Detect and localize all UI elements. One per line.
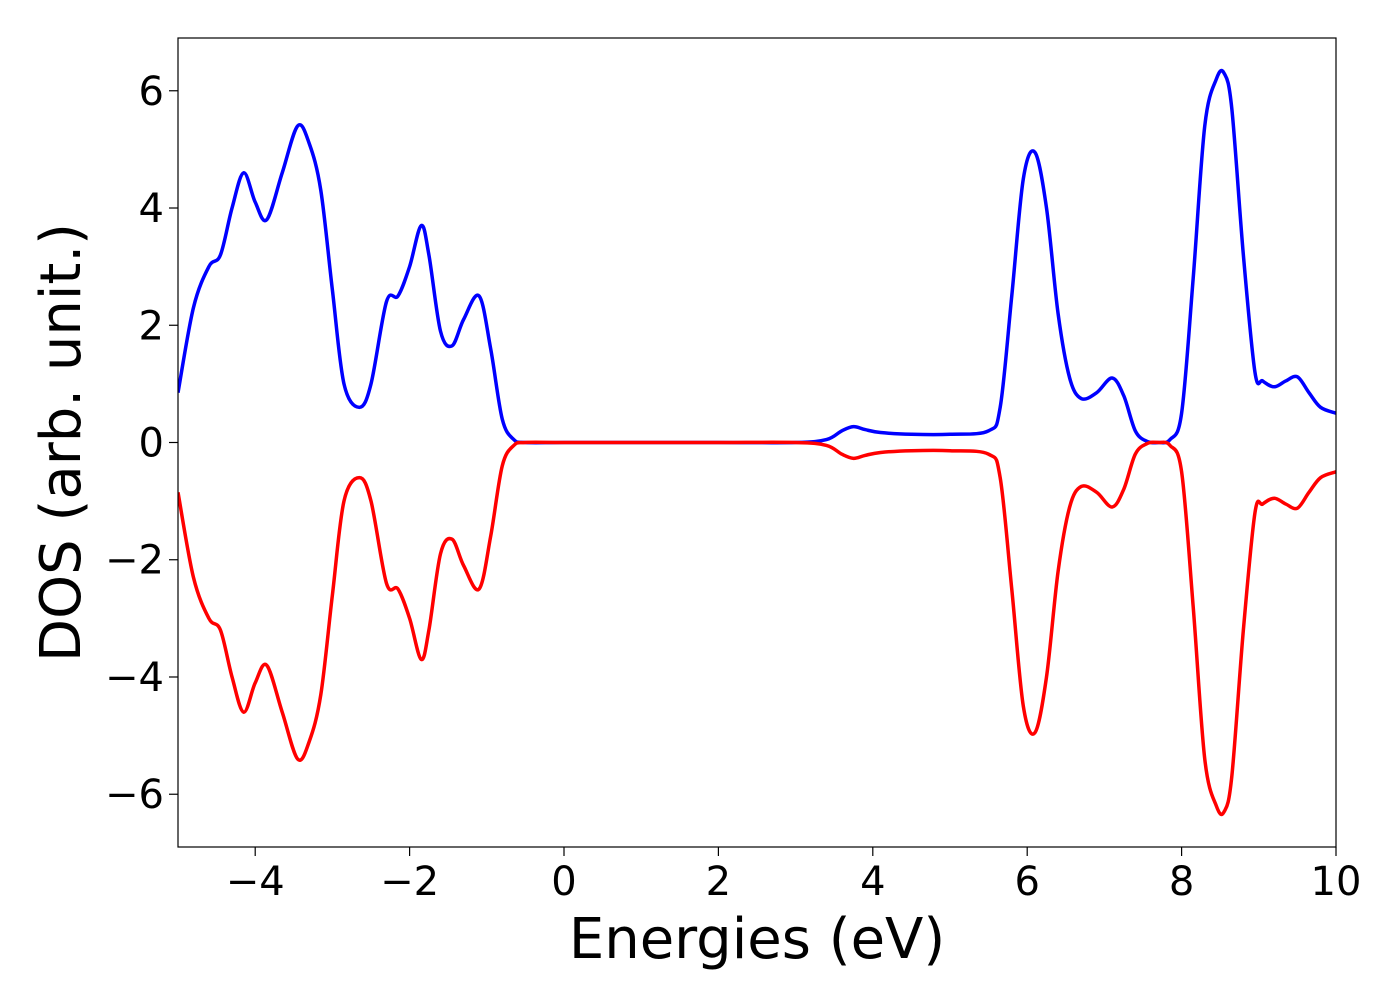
dos-line-spin-down — [178, 440, 1336, 817]
y-tick-label: −2 — [105, 538, 164, 584]
x-axis-ticks: −4 −2 0 2 4 6 8 10 — [226, 847, 1362, 905]
y-tick-label: −6 — [105, 772, 164, 818]
x-tick-label: 4 — [860, 859, 885, 905]
dos-line-spin-up — [178, 68, 1336, 445]
x-tick-label: 6 — [1014, 859, 1039, 905]
x-tick-label: 10 — [1311, 859, 1362, 905]
y-tick-label: 2 — [139, 303, 164, 349]
series-layer — [178, 68, 1336, 817]
y-tick-label: 4 — [139, 186, 164, 232]
x-tick-label: 0 — [551, 859, 576, 905]
y-axis-label: DOS (arb. unit.) — [29, 223, 94, 662]
x-tick-label: −4 — [226, 859, 285, 905]
x-tick-label: −2 — [380, 859, 439, 905]
x-tick-label: 8 — [1169, 859, 1194, 905]
x-axis-label: Energies (eV) — [569, 907, 945, 972]
y-tick-label: −4 — [105, 655, 164, 701]
x-tick-label: 2 — [706, 859, 731, 905]
y-tick-label: 0 — [139, 421, 164, 467]
y-tick-label: 6 — [139, 69, 164, 115]
y-axis-ticks: 6 4 2 0 −2 −4 −6 — [105, 69, 178, 818]
